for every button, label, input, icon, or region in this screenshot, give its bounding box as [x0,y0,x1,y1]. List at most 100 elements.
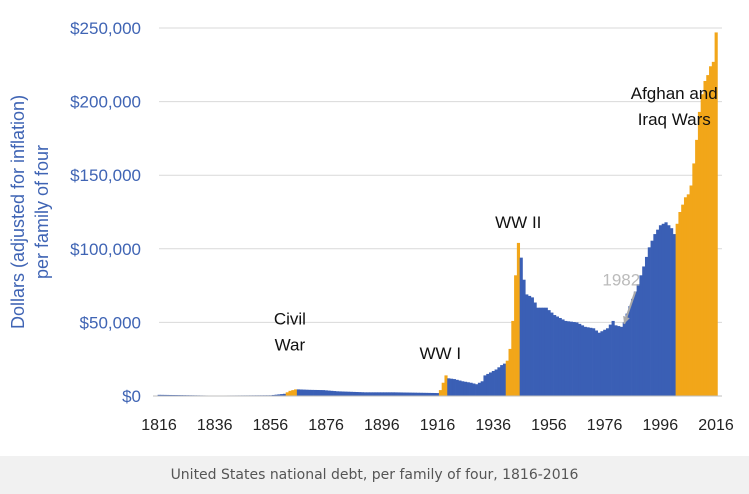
annotations: Civil War WW I WW II Afghan and Iraq Wars 1982 [274,84,718,363]
bar [497,367,501,396]
bar [555,316,559,396]
bar [416,392,420,396]
bar [277,394,281,396]
bar [706,75,710,396]
debt-bar-chart: $0 $50,000 $100,000 $150,000 $200,000 $250,00… [8,19,734,434]
annotation-arrow-head [623,315,630,324]
bar [619,326,624,396]
bar [282,393,287,396]
bar [597,332,601,396]
bar [316,389,320,396]
bar [344,391,348,396]
bar [397,392,401,396]
bar [580,325,585,396]
bar [525,294,529,396]
bar [494,369,498,396]
bar [544,307,548,396]
bar [360,392,365,396]
bar [647,247,651,396]
bar [558,317,562,396]
bar [561,319,565,396]
bar [533,302,537,396]
bar [578,323,582,396]
x-tick-label: 1976 [587,417,623,434]
bar [541,307,546,396]
bar [516,242,521,396]
bar [700,94,704,397]
bar [683,197,688,396]
bar [419,392,423,396]
x-tick-label: 1816 [141,417,177,434]
y-tick-label: $200,000 [70,93,141,112]
bar [463,381,468,396]
bar [631,298,635,396]
bar [355,392,359,396]
y-axis-title-line: per family of four [32,145,52,279]
bar [695,139,699,396]
bar [678,212,682,396]
bar [642,266,646,396]
bar [383,392,387,396]
annotation-label: Afghan and [631,84,718,103]
bar [319,390,323,396]
figure-caption: United States national debt, per family … [170,467,579,483]
bar [271,394,275,396]
bar [483,375,487,396]
bar [380,392,384,396]
y-tick-label: $250,000 [70,19,141,38]
bar [450,378,454,396]
bar [636,284,640,396]
bar [369,392,373,396]
bar [633,291,637,396]
bar [625,313,629,396]
bar [697,111,702,397]
bar [452,379,456,396]
bar [564,320,568,396]
bar [667,225,671,396]
y-tick-label: $100,000 [70,240,141,259]
bars [157,32,718,397]
bar [472,383,476,396]
bar [305,389,309,396]
bar [391,392,395,396]
bar [605,328,610,396]
x-tick-label: 1876 [308,417,344,434]
bar [686,194,690,396]
bar [628,306,632,396]
annotation-label: WW II [495,213,541,232]
bar [567,321,571,396]
bar [575,322,579,396]
caption-bar: United States national debt, per family … [0,456,749,494]
bar [714,32,718,397]
bar [608,324,612,396]
bar [274,394,278,396]
bar [600,331,604,396]
bar [500,365,504,396]
bar [430,392,434,396]
bar [475,384,479,396]
bar [656,229,660,396]
bar [165,394,170,396]
x-tick-label: 1836 [197,417,233,434]
annotation-label: War [275,335,306,354]
bar [321,390,326,396]
bar [553,315,557,396]
bar [505,360,509,396]
bar [703,80,707,397]
bar [547,310,551,396]
bar [280,394,284,396]
bar [422,392,426,396]
bar [650,240,654,396]
bar [374,392,378,396]
bar [441,382,445,396]
bar [157,394,161,396]
bar [594,330,598,396]
bar [294,389,298,396]
bar [672,234,676,396]
bar [388,392,392,396]
bar [455,379,459,396]
bar [670,228,674,396]
bar [664,222,668,396]
bar [622,322,626,396]
bar [394,392,398,396]
